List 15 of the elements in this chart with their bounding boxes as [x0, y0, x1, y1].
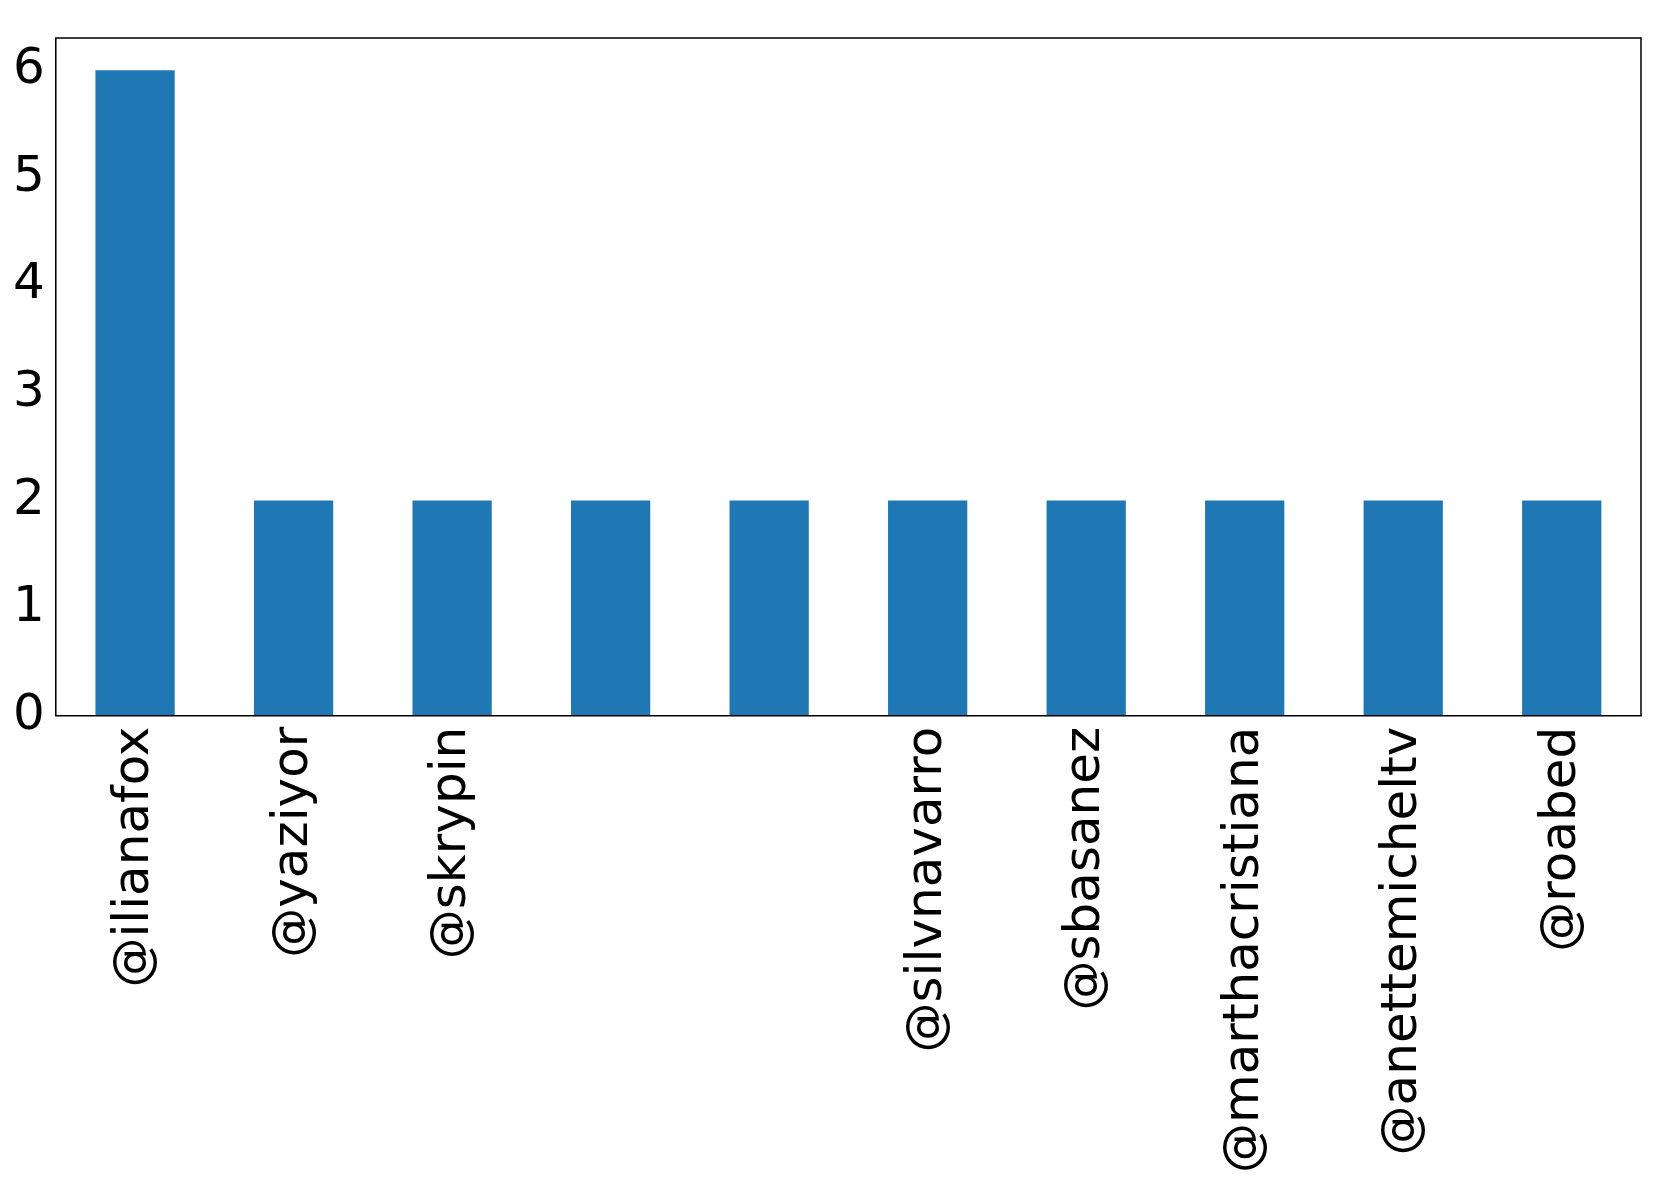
y-tick-label: 5: [13, 144, 45, 203]
x-tick-label: @roabed: [1528, 726, 1587, 952]
x-tick-label: @silvnavarro: [894, 726, 953, 1053]
y-tick-label: 6: [13, 37, 45, 96]
x-tick-label: @sbasanez: [1053, 726, 1112, 1011]
x-tick-label: @yaziyor: [260, 726, 319, 958]
x-tick-label: @anettemicheltv: [1370, 726, 1429, 1156]
y-tick-label: 3: [13, 359, 45, 418]
y-tick-label: 4: [13, 252, 45, 311]
y-tick-label: 2: [13, 467, 45, 526]
y-tick-label: 0: [13, 682, 45, 741]
y-tick-label: 1: [13, 575, 45, 634]
x-tick-label: @skrypin: [419, 726, 478, 960]
x-tick-label: @ilianafox: [102, 726, 161, 988]
x-tick-label: @marthacristiana: [1211, 726, 1270, 1174]
